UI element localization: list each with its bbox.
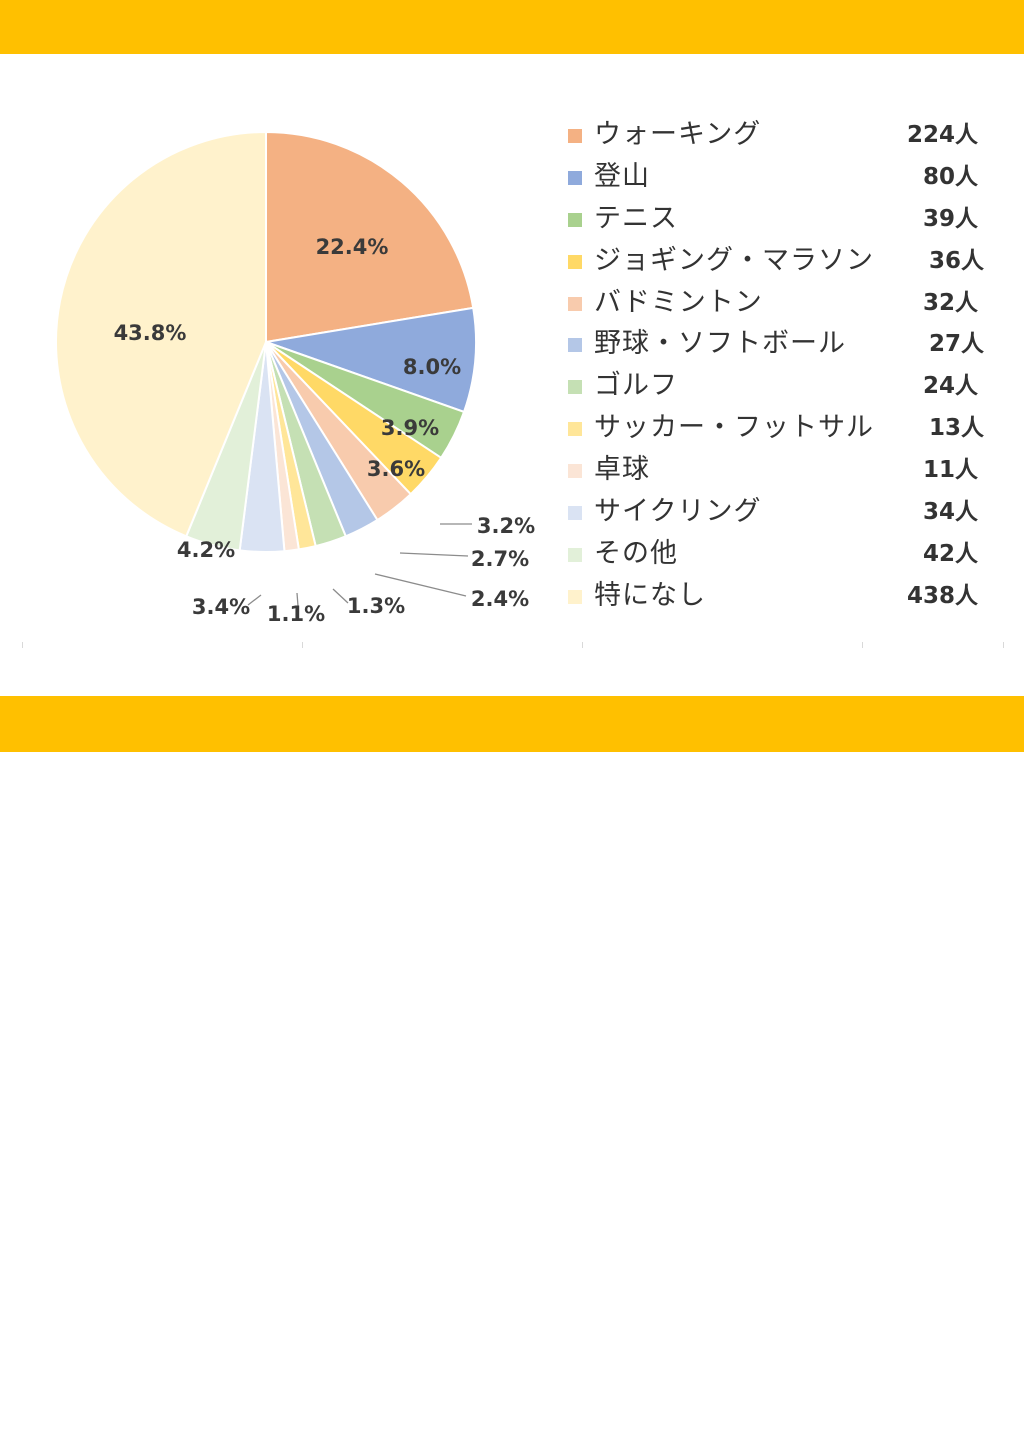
leader-line <box>374 573 467 597</box>
pie-slice <box>55 130 267 538</box>
tick-mark <box>22 642 23 648</box>
legend-label: サイクリング <box>594 496 762 528</box>
legend-swatch <box>568 547 582 562</box>
legend-item: サイクリング 34人 <box>568 491 998 533</box>
legend-count: 27人 <box>928 331 984 358</box>
legend-swatch <box>568 422 582 437</box>
legend-label: 特になし <box>594 579 706 611</box>
leader-line <box>296 592 299 607</box>
legend-count: 36人 <box>928 247 984 274</box>
slice-data-label: 2.7% <box>471 547 529 571</box>
slice-data-label: 22.4% <box>316 235 389 259</box>
legend-count: 80人 <box>922 163 978 190</box>
slice-data-label: 2.4% <box>471 587 529 611</box>
slice-data-label: 3.2% <box>477 514 535 538</box>
pie-slice <box>265 130 475 344</box>
slice-data-label: 1.1% <box>267 602 325 626</box>
legend-item: ウォーキング 224人 <box>568 114 998 156</box>
legend-label: テニス <box>594 202 678 234</box>
legend-item: ジョギング・マラソン 36人 <box>568 240 998 282</box>
legend-label: 卓球 <box>594 454 650 486</box>
legend-swatch <box>568 506 582 521</box>
legend-count: 34人 <box>922 499 978 526</box>
legend-item: 特になし 438人 <box>568 575 998 617</box>
legend-label: その他 <box>594 537 678 569</box>
legend-swatch <box>568 589 582 604</box>
legend-item: サッカー・フットサル 13人 <box>568 407 998 449</box>
tick-mark <box>582 642 583 648</box>
legend-item: ゴルフ 24人 <box>568 365 998 407</box>
slice-data-label: 3.6% <box>367 457 425 481</box>
legend-swatch <box>568 296 582 311</box>
slice-data-label: 8.0% <box>403 355 461 379</box>
tick-mark <box>1003 642 1004 648</box>
slice-data-label: 3.4% <box>192 595 250 619</box>
legend-count: 32人 <box>922 289 978 316</box>
pie-slice <box>265 306 477 414</box>
legend-count: 39人 <box>922 205 978 232</box>
pie-chart: 22.4% 8.0% 3.9% 3.6% 3.2% 2.7% 2.4% 1.3% 1.1% 3.4… <box>55 130 535 626</box>
legend-label: 登山 <box>594 160 650 192</box>
legend-count: 11人 <box>922 457 978 484</box>
legend-item: 野球・ソフトボール 27人 <box>568 323 998 365</box>
legend-swatch <box>568 212 582 227</box>
legend-label: バドミントン <box>594 286 763 318</box>
legend-item: バドミントン 32人 <box>568 282 998 324</box>
slice-data-label: 4.2% <box>177 538 235 562</box>
legend-count: 13人 <box>928 415 984 442</box>
logo-company-suffix: CO.,LTD. <box>942 1410 999 1424</box>
legend-label: ジョギング・マラソン <box>594 244 874 276</box>
legend-count: 24人 <box>922 373 978 400</box>
legend-item: その他 42人 <box>568 533 998 575</box>
tick-mark <box>302 642 303 648</box>
leader-line <box>332 588 349 604</box>
legend-label: ゴルフ <box>594 370 678 402</box>
legend-swatch <box>568 338 582 353</box>
slice-data-label: 43.8% <box>114 321 187 345</box>
leader-line <box>247 594 262 606</box>
bottom-band: NAVIT CO.,LTD. www.navit-j.com <box>0 696 1024 1441</box>
top-band <box>0 0 1024 54</box>
legend-swatch <box>568 464 582 479</box>
leader-line <box>399 552 469 557</box>
legend-swatch <box>568 380 582 395</box>
legend-count: 42人 <box>922 540 978 567</box>
axis-ticks <box>0 642 1024 650</box>
legend: ウォーキング 224人登山 80人テニス 39人ジョギング・マラソン 36人バドミントン… <box>568 114 998 617</box>
legend-label: ウォーキング <box>594 119 762 150</box>
legend-count: 438人 <box>906 582 978 609</box>
legend-count: 224人 <box>906 122 978 148</box>
legend-label: 野球・ソフトボール <box>594 328 846 360</box>
legend-swatch <box>568 254 582 269</box>
slice-data-label: 1.3% <box>347 594 405 618</box>
company-logo: NAVIT CO.,LTD. www.navit-j.com <box>846 1398 1020 1444</box>
legend-label: サッカー・フットサル <box>594 412 874 444</box>
legend-swatch <box>568 170 582 185</box>
legend-item: 登山 80人 <box>568 156 998 198</box>
logo-url: www.navit-j.com <box>900 1428 992 1441</box>
legend-swatch <box>568 129 582 143</box>
slice-data-label: 3.9% <box>381 416 439 440</box>
legend-item: テニス 39人 <box>568 198 998 240</box>
legend-item: 卓球 11人 <box>568 449 998 491</box>
tick-mark <box>862 642 863 648</box>
